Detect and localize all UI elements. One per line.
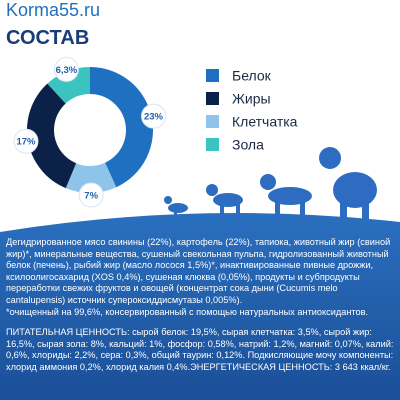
composition: Дегидрированное мясо свинины (22%), карт… <box>6 237 391 305</box>
legend-swatch <box>206 115 219 128</box>
legend-swatch <box>206 138 219 151</box>
text-block: Дегидрированное мясо свинины (22%), карт… <box>6 237 394 374</box>
pie-slice <box>65 162 117 193</box>
value-label: 6,3% <box>56 65 78 76</box>
footnote: *очищенный на 99,6%, консервированный с … <box>6 306 369 317</box>
legend-label: Жиры <box>232 91 271 107</box>
value-label: 7% <box>84 190 98 201</box>
dog-silhouettes <box>164 147 377 220</box>
value-label: 23% <box>144 112 164 123</box>
value-label: 17% <box>16 137 36 148</box>
label-badge <box>13 128 39 154</box>
pie-slice <box>90 67 153 188</box>
legend-swatch <box>206 69 219 82</box>
watermark: Korma55.ru <box>6 0 100 20</box>
legend-label: Белок <box>232 68 272 84</box>
pie-slice <box>26 83 77 189</box>
background-band <box>0 213 400 400</box>
legend-label: Зола <box>232 137 264 153</box>
label-badge <box>53 56 79 82</box>
nutrition: ПИТАТЕЛЬНАЯ ЦЕННОСТЬ: сырой белок: 19,5%… <box>6 327 394 372</box>
label-badge <box>141 103 167 129</box>
legend-swatch <box>206 92 219 105</box>
label-badge <box>78 182 104 208</box>
legend-label: Клетчатка <box>232 114 298 130</box>
heading: СОСТАВ <box>6 27 89 49</box>
